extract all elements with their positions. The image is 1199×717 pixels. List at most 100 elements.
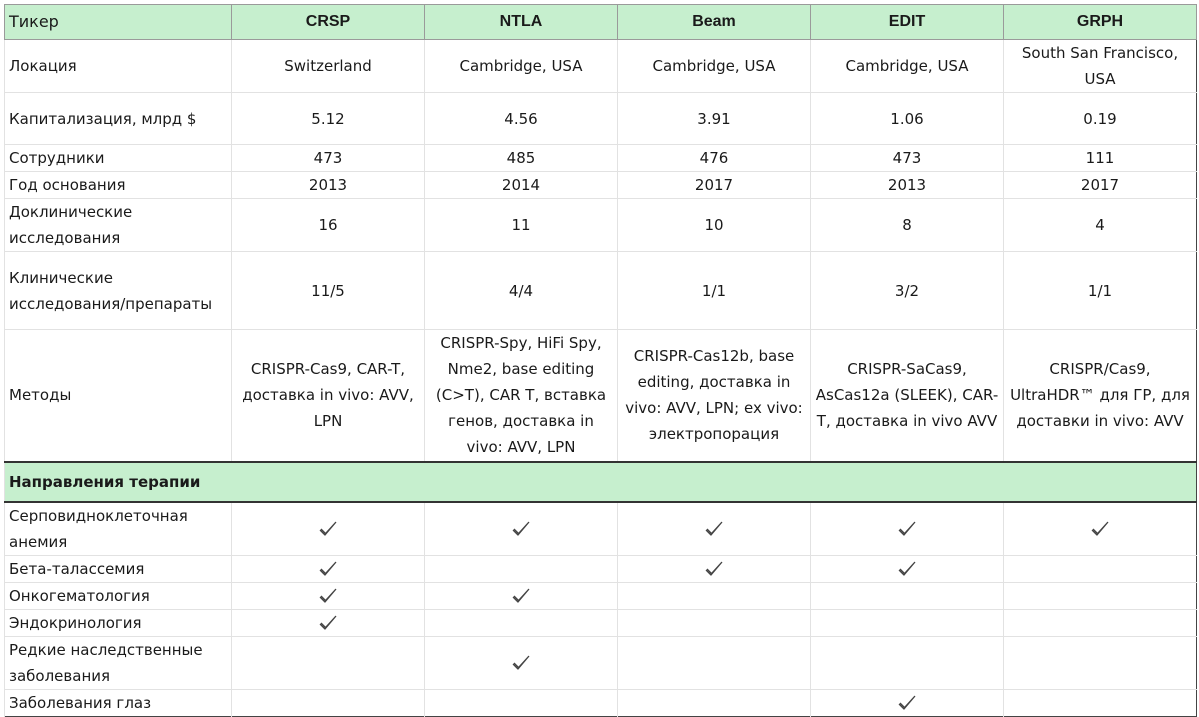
row-label: Эндокринология xyxy=(4,608,232,636)
header-company: NTLA xyxy=(424,4,618,40)
check-cell xyxy=(1003,608,1197,636)
table-cell: 1/1 xyxy=(617,251,811,330)
check-cell xyxy=(617,635,811,689)
table-cell: 0.19 xyxy=(1003,92,1197,145)
checkmark-icon xyxy=(511,586,531,606)
table-row: Серповидноклеточная анемия xyxy=(4,501,1197,555)
checkmark-icon xyxy=(318,519,338,539)
header-company: GRPH xyxy=(1003,4,1197,40)
table-cell: CRISPR-SaCas9, AsCas12a (SLEEK), CAR-T, … xyxy=(810,329,1004,462)
check-cell xyxy=(1003,635,1197,689)
row-label: Сотрудники xyxy=(4,144,232,172)
row-label: Онкогематология xyxy=(4,581,232,609)
check-cell xyxy=(424,688,618,716)
check-cell xyxy=(231,501,425,555)
table-cell: 5.12 xyxy=(231,92,425,145)
table-cell: 1.06 xyxy=(810,92,1004,145)
row-label: Серповидноклеточная анемия xyxy=(4,501,232,555)
table-cell: Cambridge, USA xyxy=(424,39,618,93)
table-cell: 2013 xyxy=(231,171,425,199)
check-cell xyxy=(424,581,618,609)
check-cell xyxy=(810,635,1004,689)
row-label: Редкие наследственные заболевания xyxy=(4,635,232,689)
check-cell xyxy=(617,554,811,582)
table-cell: CRISPR/Cas9, UltraHDR™ для ГР, для доста… xyxy=(1003,329,1197,462)
row-label: Доклинические исследования xyxy=(4,198,232,252)
table-row: Бета-талассемия xyxy=(4,554,1197,582)
table-cell: 11/5 xyxy=(231,251,425,330)
check-cell xyxy=(424,501,618,555)
section-title: Направления терапии xyxy=(4,460,1197,503)
table-cell: 476 xyxy=(617,144,811,172)
table-cell: 11 xyxy=(424,198,618,252)
table-cell: Cambridge, USA xyxy=(617,39,811,93)
table-row: Клинические исследования/препараты 11/5 4/… xyxy=(4,251,1197,330)
table-cell: 2017 xyxy=(1003,171,1197,199)
table-cell: 2017 xyxy=(617,171,811,199)
table-body: Тикер CRSP NTLA Beam EDIT GRPH Локация Sw… xyxy=(4,4,1197,716)
table-row: Капитализация, млрд $5.12 4.56 3.91 1.06 0.1… xyxy=(4,92,1197,145)
table-cell: 10 xyxy=(617,198,811,252)
checkmark-icon xyxy=(511,653,531,673)
checkmark-icon xyxy=(704,519,724,539)
row-label: Методы xyxy=(4,329,232,462)
table-row: Редкие наследственные заболевания xyxy=(4,635,1197,689)
table-row: Методы CRISPR-Cas9, CAR-T, доставка in vi… xyxy=(4,329,1197,462)
check-cell xyxy=(231,688,425,716)
checkmark-icon xyxy=(1090,519,1110,539)
table-cell: 2013 xyxy=(810,171,1004,199)
row-label: Бета-талассемия xyxy=(4,554,232,582)
check-cell xyxy=(617,501,811,555)
table-row: Локация Switzerland Cambridge, USA Cambridg… xyxy=(4,39,1197,93)
check-cell xyxy=(424,635,618,689)
table-cell: CRISPR-Cas9, CAR-T, доставка in vivo: AV… xyxy=(231,329,425,462)
check-cell xyxy=(231,554,425,582)
table-row: Онкогематология xyxy=(4,581,1197,609)
section-header-row: Направления терапии xyxy=(4,460,1197,503)
table-cell: 16 xyxy=(231,198,425,252)
table-cell: 111 xyxy=(1003,144,1197,172)
check-cell xyxy=(231,608,425,636)
checkmark-icon xyxy=(511,519,531,539)
header-row: Тикер CRSP NTLA Beam EDIT GRPH xyxy=(4,4,1197,40)
check-cell xyxy=(810,554,1004,582)
checkmark-icon xyxy=(897,519,917,539)
check-cell xyxy=(617,581,811,609)
table-cell: 4.56 xyxy=(424,92,618,145)
table-cell: 3.91 xyxy=(617,92,811,145)
checkmark-icon xyxy=(318,613,338,633)
check-cell xyxy=(1003,554,1197,582)
table-row: Год основания 2013 2014 2017 2013 2017 xyxy=(4,171,1197,199)
check-cell xyxy=(810,501,1004,555)
header-company: CRSP xyxy=(231,4,425,40)
table-cell: 3/2 xyxy=(810,251,1004,330)
check-cell xyxy=(617,688,811,716)
check-cell xyxy=(1003,501,1197,555)
row-label: Капитализация, млрд $ xyxy=(4,92,232,145)
table-cell: 8 xyxy=(810,198,1004,252)
row-label: Год основания xyxy=(4,171,232,199)
table-row: Заболевания глаз xyxy=(4,688,1197,716)
table-cell: 4/4 xyxy=(424,251,618,330)
check-cell xyxy=(810,581,1004,609)
header-company: EDIT xyxy=(810,4,1004,40)
table-cell: 485 xyxy=(424,144,618,172)
checkmark-icon xyxy=(318,586,338,606)
check-cell xyxy=(810,688,1004,716)
table-row: Сотрудники 473 485 476 473 111 xyxy=(4,144,1197,172)
table-cell: Cambridge, USA xyxy=(810,39,1004,93)
comparison-table: Тикер CRSP NTLA Beam EDIT GRPH Локация Sw… xyxy=(4,4,1197,717)
check-cell xyxy=(1003,688,1197,716)
check-cell xyxy=(617,608,811,636)
check-cell xyxy=(231,635,425,689)
check-cell xyxy=(424,554,618,582)
check-cell xyxy=(1003,581,1197,609)
table-cell: South San Francisco, USA xyxy=(1003,39,1197,93)
row-label: Клинические исследования/препараты xyxy=(4,251,232,330)
checkmark-icon xyxy=(318,559,338,579)
table-row: Эндокринология xyxy=(4,608,1197,636)
header-company: Beam xyxy=(617,4,811,40)
check-cell xyxy=(231,581,425,609)
row-label: Заболевания глаз xyxy=(4,688,232,716)
table-cell: 1/1 xyxy=(1003,251,1197,330)
